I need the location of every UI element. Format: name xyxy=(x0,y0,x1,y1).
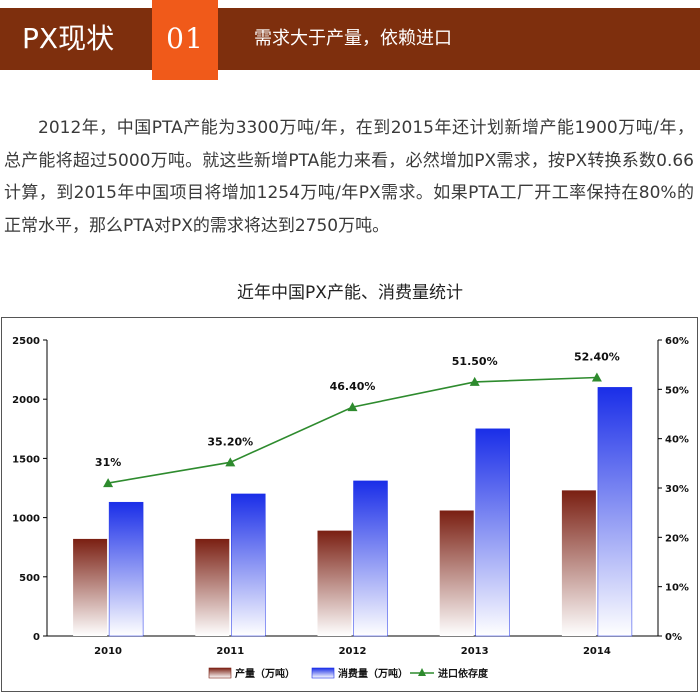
y-tick-label: 1000 xyxy=(12,514,40,525)
section-number-badge: 01 xyxy=(152,0,218,80)
bar-production xyxy=(195,538,230,636)
bar-consumption xyxy=(231,493,266,637)
x-tick-label: 2013 xyxy=(461,646,489,657)
bar-consumption xyxy=(597,387,633,637)
import-dependency-line xyxy=(107,376,597,484)
x-tick-label: 2012 xyxy=(339,646,367,657)
chart-title: 近年中国PX产能、消费量统计 xyxy=(237,283,463,303)
legend-production-swatch xyxy=(208,667,232,679)
x-tick-label: 2011 xyxy=(216,646,244,657)
legend-consumption-label: 消费量（万吨） xyxy=(338,667,408,680)
data-label: 46.40% xyxy=(330,380,376,393)
section-number: 01 xyxy=(166,22,204,55)
line-point-marker xyxy=(591,372,602,382)
y2-tick-label: 10% xyxy=(665,583,689,594)
data-label: 35.20% xyxy=(207,435,253,448)
bar-production xyxy=(561,490,596,636)
line-point-marker xyxy=(103,478,114,488)
chart-frame: 0 500 1000 1500 2000 2500 0% 10% 20% 30% 40% 50% 60%… xyxy=(1,317,698,692)
header-banner: PX现状 需求大于产量，依赖进口 xyxy=(0,8,700,70)
banner-title: PX现状 xyxy=(22,22,115,55)
y-tick-label: 2500 xyxy=(12,336,40,347)
line-point-marker xyxy=(225,457,236,467)
y2-tick-label: 0% xyxy=(665,632,682,643)
data-label: 31% xyxy=(95,456,121,469)
bar-production xyxy=(317,530,352,636)
y-tick-label: 2000 xyxy=(12,395,40,406)
x-tick-label: 2014 xyxy=(583,646,611,657)
banner-subtitle: 需求大于产量，依赖进口 xyxy=(254,28,452,49)
line-point-marker xyxy=(347,402,358,412)
y-tick-label: 500 xyxy=(19,573,40,584)
legend-line-marker xyxy=(418,668,426,676)
x-tick-label: 2010 xyxy=(94,646,122,657)
y2-tick-label: 20% xyxy=(665,533,689,544)
bar-consumption xyxy=(353,480,388,637)
bar-production xyxy=(439,510,474,636)
body-paragraph: 2012年，中国PTA产能为3300万吨/年，在到2015年还计划新增产能190… xyxy=(4,118,694,236)
legend-consumption-swatch xyxy=(311,667,335,679)
line-point-marker xyxy=(469,376,480,386)
px-chart: 0 500 1000 1500 2000 2500 0% 10% 20% 30% 40% 50% 60%… xyxy=(12,336,689,680)
bar-consumption xyxy=(475,428,510,637)
data-label: 52.40% xyxy=(574,350,620,363)
y2-tick-label: 60% xyxy=(665,336,689,347)
y2-tick-label: 50% xyxy=(665,385,689,396)
bar-production xyxy=(73,538,108,636)
y-tick-label: 0 xyxy=(33,632,40,643)
y2-tick-label: 40% xyxy=(665,435,689,446)
y2-tick-label: 30% xyxy=(665,484,689,495)
bar-consumption xyxy=(108,501,144,637)
data-label: 51.50% xyxy=(452,355,498,368)
legend-production-label: 产量（万吨） xyxy=(235,667,295,680)
legend-line-label: 进口依存度 xyxy=(438,667,489,680)
y-tick-label: 1500 xyxy=(12,454,40,465)
